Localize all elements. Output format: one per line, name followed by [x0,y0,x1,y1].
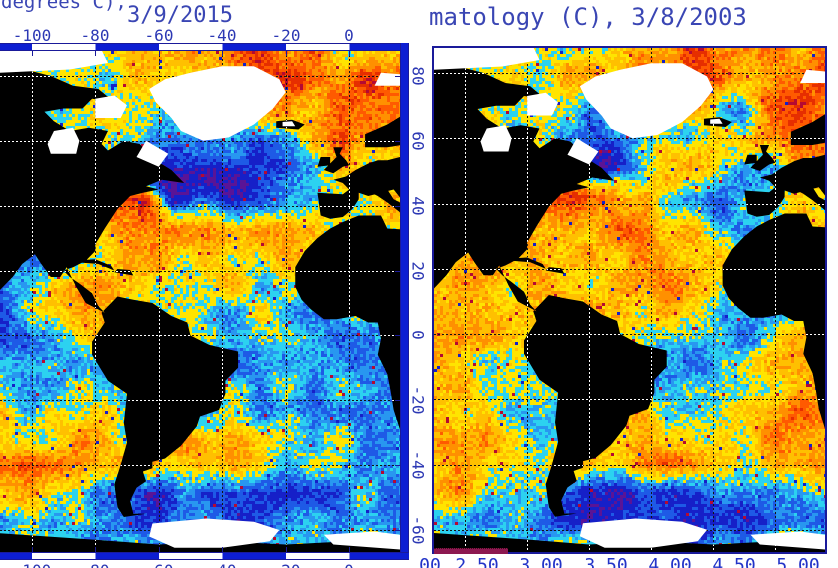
lon-tick-label: 0 [344,26,354,45]
lon-tick-label: -60 [144,26,174,45]
lon-tick-label: -20 [271,26,301,45]
lat-tick-label: -20 [408,385,428,415]
colorbar-start-strip [434,548,508,554]
colorbar-tick-label: 4.00 [648,555,692,568]
colorbar-tick-label: 5.00 [776,555,820,568]
right-title: matology (C), 3/8/2003 [429,3,747,31]
lat-tick-label: 80 [408,66,428,86]
left-top-axis-bar [0,43,409,51]
lat-tick-label: -40 [408,450,428,480]
left-title-fragment: degrees C), [1,0,127,13]
left-title-date: 3/9/2015 [127,3,233,28]
lon-tick-label-bottom: -20 [258,561,314,568]
colorbar-tick-label: 2.50 [455,555,499,568]
lon-tick-label-bottom: 0 [321,561,377,568]
lon-tick-label: -40 [207,26,237,45]
colorbar-tick-label: 3.50 [584,555,628,568]
lat-tick-label: 20 [408,261,428,281]
left-right-axis-bar [400,43,409,560]
colorbar-tick-label: 4.50 [712,555,756,568]
right-map-canvas [434,48,825,552]
lon-tick-label-bottom: -100 [4,561,60,568]
lon-tick-label-bottom: -80 [67,561,123,568]
lon-tick-label: -80 [80,26,110,45]
lon-tick-label: -100 [12,26,52,45]
lat-tick-label: 40 [408,196,428,216]
left-map-canvas [0,51,400,552]
lat-tick-label: -60 [408,515,428,545]
lat-tick-label: 60 [408,131,428,151]
lon-tick-label-bottom: -60 [131,561,187,568]
lat-tick-label: 0 [408,330,428,340]
colorbar-tick-label: 00 [419,555,441,568]
colorbar-tick-label: 3.00 [519,555,563,568]
left-bottom-axis-bar [0,552,409,560]
lon-tick-label-bottom: -40 [194,561,250,568]
